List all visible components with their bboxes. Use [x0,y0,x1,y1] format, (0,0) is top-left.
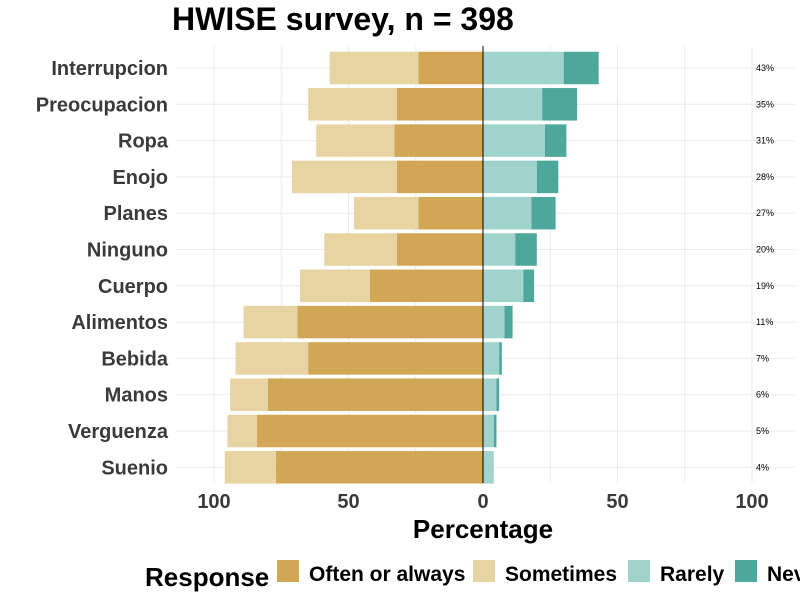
bar-segment [483,378,497,411]
x-tick-label: 100 [735,491,768,513]
x-axis-tick-labels: 100 50 0 50 100 [197,491,768,513]
chart-title: HWISE survey, n = 398 [172,1,514,37]
x-axis-title: Percentage [413,514,553,544]
bar-segment [370,269,483,303]
category-label: Planes [104,203,168,225]
category-label: Preocupacion [36,94,168,116]
bar-segment [483,414,494,448]
percentage-label: 20% [756,245,774,255]
percentage-label: 43% [756,63,774,73]
legend-label: Often or always [309,563,465,586]
bar-segment [227,414,258,448]
percentage-label: 31% [756,136,774,146]
bar-segment [483,269,524,303]
legend-key [628,560,650,582]
x-tick-label: 100 [197,491,230,513]
bar-segment [297,305,483,339]
percentage-label: 4% [756,462,769,472]
bar-segment [515,233,537,266]
category-label: Alimentos [71,312,168,334]
bar-segment [396,160,483,194]
bar-segment [292,160,397,194]
x-tick-label: 50 [606,491,628,513]
bar-segment [504,305,513,339]
bar-segment [396,88,483,121]
x-tick-label: 0 [477,491,488,513]
bar-segment [536,160,559,194]
bar-segment [224,451,276,484]
bar-segment [542,88,578,121]
bar-segment [499,342,502,375]
legend-label: Never [767,563,800,586]
bar-segment [275,451,483,484]
category-label: Suenio [101,457,168,479]
percentage-label: 19% [756,281,774,291]
percentage-label: 7% [756,353,769,363]
percentage-label: 5% [756,426,769,436]
bar-segment [394,124,483,157]
bar-segment [235,342,309,375]
bar-segment [308,88,397,121]
bar-segment [308,342,483,375]
bars [224,51,599,484]
bar-segment [267,378,483,411]
legend-label: Rarely [660,563,725,586]
category-label: Cuerpo [98,276,168,298]
bar-segment [418,51,483,85]
bar-segment [496,378,500,411]
bar-segment [531,196,556,230]
bar-segment [483,124,545,157]
legend: Response Often or always Sometimes Rarely N… [145,560,800,592]
bar-segment [316,124,395,157]
legend-label: Sometimes [505,563,617,586]
category-labels: Interrupcion Preocupacion Ropa Enojo Planes N… [36,58,169,479]
bar-segment [544,124,567,157]
bar-segment [483,51,564,85]
bar-segment [329,51,419,85]
bar-segment [353,196,419,230]
bar-segment [483,160,537,194]
bar-segment [483,342,500,375]
bar-segment [483,88,543,121]
bar-segment [396,233,483,266]
category-label: Bebida [101,348,169,370]
percentage-label: 27% [756,208,774,218]
percentage-label: 28% [756,172,774,182]
percentage-label: 11% [756,317,773,327]
percentage-label: 35% [756,99,774,109]
x-tick-label: 50 [337,491,359,513]
bar-segment [483,233,516,266]
category-label: Ropa [118,131,169,153]
bar-segment [563,51,599,85]
legend-key [473,560,495,582]
category-label: Verguenza [68,421,169,443]
legend-key [277,560,299,582]
bar-segment [483,451,494,484]
bar-segment [243,305,298,339]
bar-segment [523,269,535,303]
bar-segment [483,305,505,339]
bar-segment [300,269,371,303]
category-label: Interrupcion [51,58,168,80]
percentage-labels: 43% 35% 31% 28% 27% 20% 19% 11% 7% 6% 5% 4% [756,63,774,472]
bar-segment [230,378,268,411]
percentage-label: 6% [756,390,769,400]
category-label: Ninguno [87,240,168,262]
category-label: Enojo [112,167,168,189]
bar-segment [483,196,532,230]
category-label: Manos [105,385,168,407]
bar-segment [493,414,497,448]
bar-segment [324,233,397,266]
legend-title: Response [145,562,269,592]
legend-key [735,560,757,582]
bar-segment [418,196,483,230]
bar-segment [257,414,483,448]
